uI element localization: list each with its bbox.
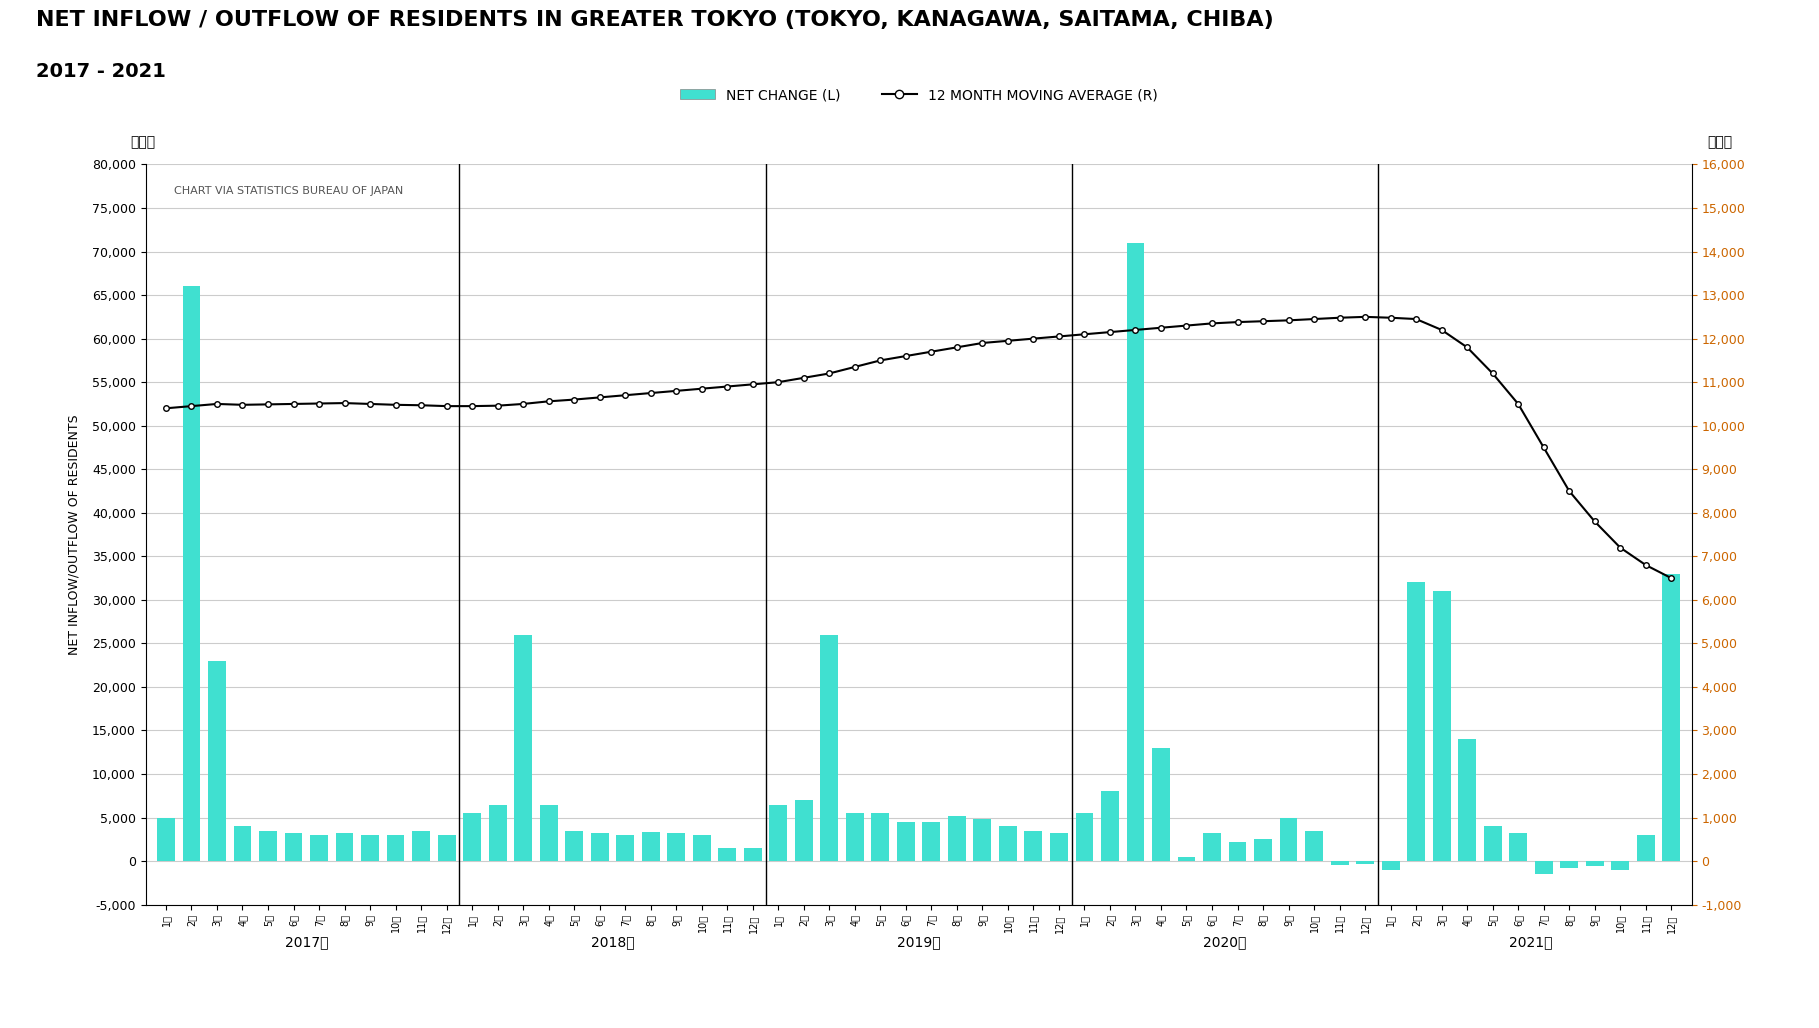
- Text: （人）: （人）: [131, 136, 155, 150]
- Bar: [1100, 792, 1119, 861]
- Bar: [1177, 856, 1195, 861]
- Bar: [489, 805, 506, 861]
- Y-axis label: NET INFLOW/OUTFLOW OF RESIDENTS: NET INFLOW/OUTFLOW OF RESIDENTS: [67, 414, 80, 655]
- Bar: [1332, 861, 1348, 866]
- Bar: [719, 848, 737, 861]
- Bar: [744, 848, 762, 861]
- Bar: [1202, 834, 1221, 861]
- Bar: [668, 834, 686, 861]
- Bar: [897, 822, 915, 861]
- Bar: [1151, 748, 1170, 861]
- Bar: [515, 634, 533, 861]
- Text: CHART VIA STATISTICS BUREAU OF JAPAN: CHART VIA STATISTICS BUREAU OF JAPAN: [173, 186, 402, 196]
- Bar: [1637, 835, 1655, 861]
- Bar: [1228, 842, 1246, 861]
- Bar: [693, 835, 711, 861]
- Bar: [438, 835, 455, 861]
- Bar: [591, 834, 609, 861]
- Bar: [999, 827, 1017, 861]
- Bar: [1535, 861, 1553, 874]
- Text: 2017年: 2017年: [284, 935, 327, 949]
- Bar: [1663, 574, 1681, 861]
- Bar: [1382, 861, 1399, 870]
- Bar: [1126, 243, 1144, 861]
- Bar: [1433, 591, 1450, 861]
- Text: NET INFLOW / OUTFLOW OF RESIDENTS IN GREATER TOKYO (TOKYO, KANAGAWA, SAITAMA, CH: NET INFLOW / OUTFLOW OF RESIDENTS IN GRE…: [36, 10, 1273, 30]
- Text: 2020年: 2020年: [1202, 935, 1246, 949]
- Bar: [233, 827, 251, 861]
- Text: （人）: （人）: [1708, 136, 1732, 150]
- Bar: [464, 813, 480, 861]
- Bar: [1357, 861, 1373, 864]
- Bar: [846, 813, 864, 861]
- Bar: [617, 835, 635, 861]
- Bar: [156, 817, 175, 861]
- Text: 2021年: 2021年: [1510, 935, 1553, 949]
- Bar: [309, 835, 327, 861]
- Text: 2019年: 2019年: [897, 935, 940, 949]
- Bar: [335, 834, 353, 861]
- Bar: [1075, 813, 1093, 861]
- Text: 2018年: 2018年: [591, 935, 635, 949]
- Bar: [1459, 739, 1475, 861]
- Bar: [1024, 831, 1042, 861]
- Bar: [1510, 834, 1528, 861]
- Bar: [642, 833, 660, 861]
- Bar: [871, 813, 889, 861]
- Bar: [948, 816, 966, 861]
- Legend: NET CHANGE (L), 12 MONTH MOVING AVERAGE (R): NET CHANGE (L), 12 MONTH MOVING AVERAGE …: [675, 82, 1162, 108]
- Bar: [973, 819, 991, 861]
- Bar: [1484, 827, 1502, 861]
- Bar: [1306, 831, 1322, 861]
- Bar: [413, 831, 429, 861]
- Bar: [566, 831, 584, 861]
- Bar: [1279, 817, 1297, 861]
- Bar: [795, 800, 813, 861]
- Bar: [820, 634, 839, 861]
- Bar: [922, 822, 940, 861]
- Bar: [362, 835, 378, 861]
- Bar: [1612, 861, 1630, 870]
- Bar: [207, 661, 226, 861]
- Bar: [182, 287, 200, 861]
- Bar: [1253, 839, 1271, 861]
- Bar: [540, 805, 558, 861]
- Bar: [387, 835, 404, 861]
- Text: 2017 - 2021: 2017 - 2021: [36, 62, 166, 80]
- Bar: [1050, 834, 1068, 861]
- Bar: [258, 831, 276, 861]
- Bar: [769, 805, 788, 861]
- Bar: [284, 834, 302, 861]
- Bar: [1408, 583, 1424, 861]
- Bar: [1561, 861, 1579, 868]
- Bar: [1586, 861, 1604, 867]
